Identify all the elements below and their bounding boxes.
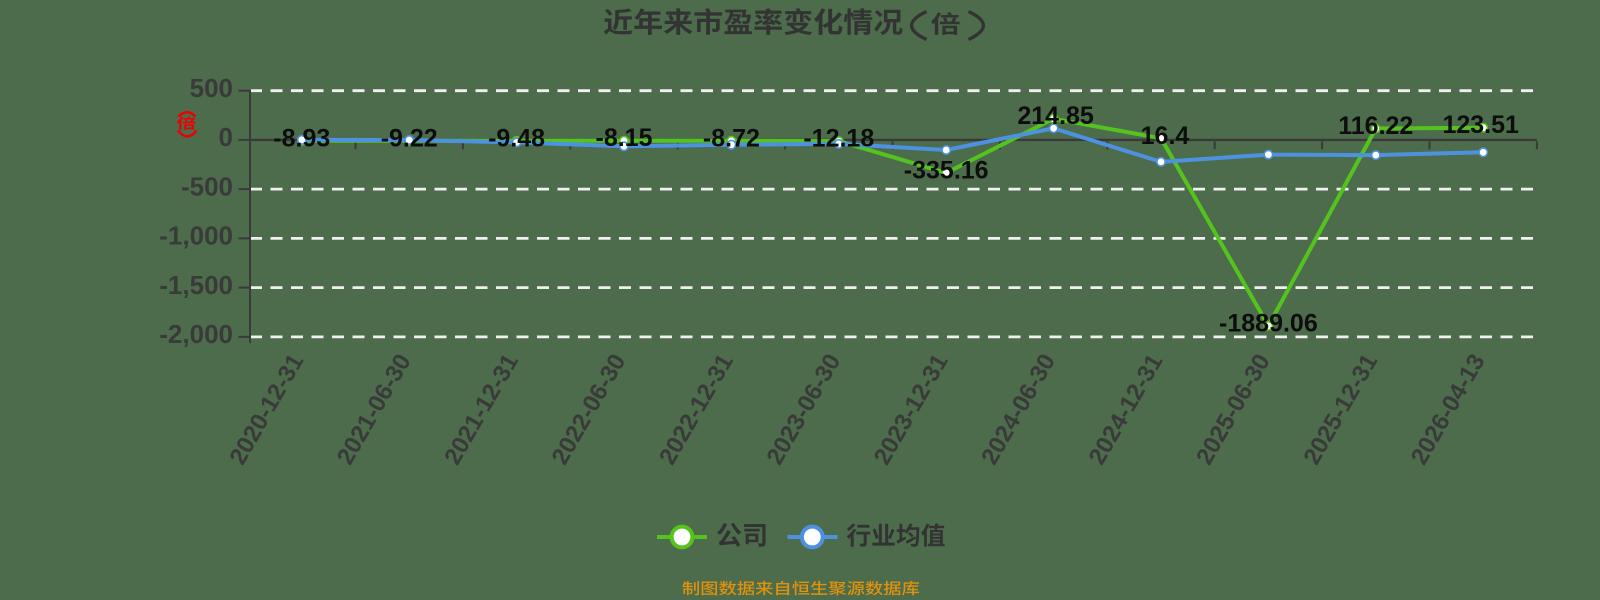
svg-text:123.51: 123.51 bbox=[1442, 111, 1519, 139]
svg-text:-12.18: -12.18 bbox=[803, 125, 874, 153]
svg-text:-8.93: -8.93 bbox=[273, 124, 330, 152]
svg-text:-9.22: -9.22 bbox=[381, 124, 438, 152]
svg-text:16.4: 16.4 bbox=[1141, 122, 1190, 150]
svg-text:-8.72: -8.72 bbox=[703, 124, 760, 152]
svg-text:0: 0 bbox=[219, 122, 233, 152]
svg-text:-8.15: -8.15 bbox=[596, 124, 653, 152]
svg-text:-2,000: -2,000 bbox=[159, 319, 233, 349]
svg-text:-500: -500 bbox=[181, 171, 233, 201]
svg-text:-9.48: -9.48 bbox=[488, 124, 545, 152]
svg-text:214.85: 214.85 bbox=[1017, 102, 1094, 130]
svg-text:-335.16: -335.16 bbox=[904, 156, 989, 184]
svg-text:-1889.06: -1889.06 bbox=[1219, 309, 1318, 337]
svg-text:500: 500 bbox=[190, 73, 233, 103]
svg-text:-1,000: -1,000 bbox=[159, 221, 233, 251]
svg-text:116.22: 116.22 bbox=[1338, 112, 1413, 140]
svg-text:-1,500: -1,500 bbox=[159, 270, 233, 300]
